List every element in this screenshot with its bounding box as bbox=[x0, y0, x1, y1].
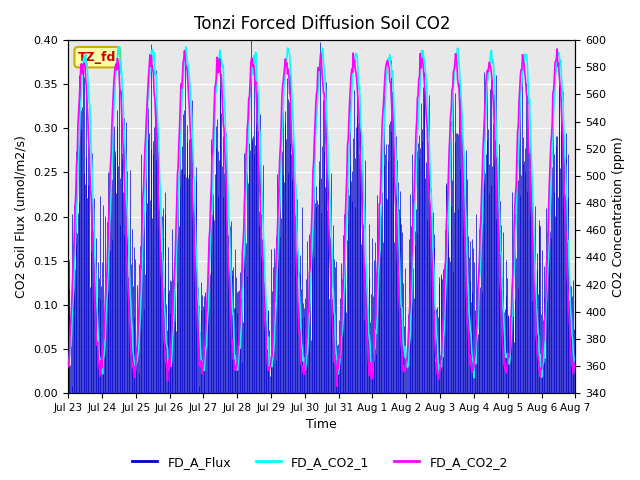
Y-axis label: CO2 Concentration (ppm): CO2 Concentration (ppm) bbox=[612, 136, 625, 297]
X-axis label: Time: Time bbox=[307, 419, 337, 432]
Legend: FD_A_Flux, FD_A_CO2_1, FD_A_CO2_2: FD_A_Flux, FD_A_CO2_1, FD_A_CO2_2 bbox=[127, 451, 513, 474]
Title: Tonzi Forced Diffusion Soil CO2: Tonzi Forced Diffusion Soil CO2 bbox=[193, 15, 450, 33]
Y-axis label: CO2 Soil Flux (umol/m2/s): CO2 Soil Flux (umol/m2/s) bbox=[15, 135, 28, 298]
Text: TZ_fd: TZ_fd bbox=[78, 51, 116, 64]
